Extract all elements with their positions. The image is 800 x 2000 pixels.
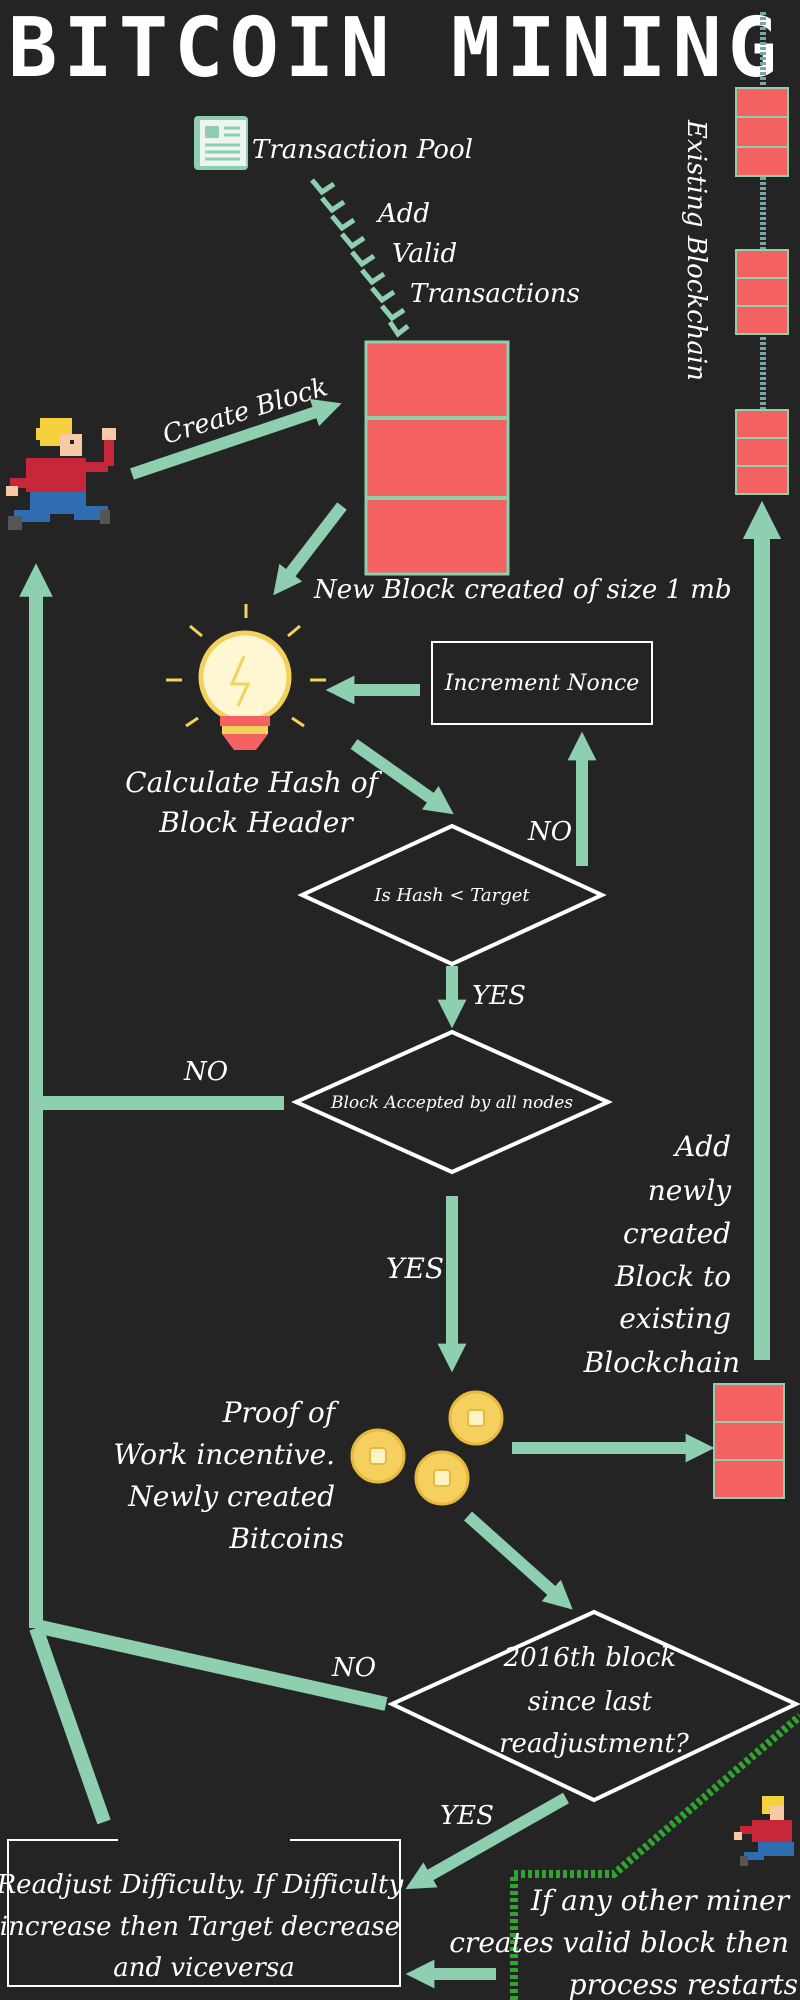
yes-label-1: YES (472, 981, 526, 1011)
coin-icon (448, 1390, 504, 1446)
yes-label-3: YES (440, 1801, 494, 1831)
newspaper-icon (194, 116, 248, 170)
new-block-label: New Block created of size 1 mb (313, 575, 732, 605)
no-label-2: NO (183, 1057, 228, 1087)
yes-label-2: YES (386, 1252, 444, 1285)
miner-small-icon (734, 1796, 794, 1866)
readjust-box (7, 1839, 401, 1987)
new-block (364, 340, 510, 576)
chain-block-1 (735, 87, 789, 177)
block-accepted-diamond (291, 1029, 613, 1175)
coin-icon (350, 1428, 406, 1484)
block-accepted-label: Block Accepted by all nodes (330, 1093, 573, 1113)
arrow-create-block (130, 398, 342, 480)
coin-icon (414, 1450, 470, 1506)
line-not-2016 (34, 1619, 388, 1711)
is-hash-target-diamond (297, 823, 607, 967)
calculate-hash-label: Calculate Hash of Block Header (125, 766, 387, 839)
add-valid-transactions-label: Add Valid Transactions (376, 199, 580, 309)
green-dashed-path (510, 1712, 800, 2000)
lightbulb-icon (166, 604, 326, 750)
other-miner-label: If any other miner creates valid block t… (449, 1884, 798, 2000)
block-2016-diamond (387, 1609, 800, 1803)
arrow-block-to-hash (273, 502, 347, 596)
existing-blockchain-label: Existing Blockchain (681, 119, 711, 381)
chain-block-2 (735, 249, 789, 335)
no-label-3: NO (331, 1653, 376, 1683)
arrow-reward-to-2016 (464, 1511, 573, 1610)
arrow-yes-to-readjust (405, 1792, 569, 1890)
appended-block (713, 1383, 785, 1499)
line-readjust-to-loop (29, 1625, 111, 1825)
chevron-stream (310, 178, 410, 338)
add-new-block-label: Add newly created Block to existing Bloc… (583, 1130, 740, 1379)
no-label-1: NO (527, 817, 572, 847)
is-hash-target-label: Is Hash < Target (373, 885, 530, 906)
transaction-pool-label: Transaction Pool (252, 135, 473, 165)
miner-character-icon (6, 418, 116, 530)
block-2016-label: 2016th block since last readjustment? (499, 1643, 690, 1759)
arrow-hash-to-compare (350, 739, 454, 815)
page-title: BITCOIN MINING (8, 1, 783, 96)
pow-incentive-label: Proof of Work incentive. Newly created B… (113, 1396, 344, 1555)
existing-blockchain: Existing Blockchain (681, 12, 789, 495)
chain-block-3 (735, 409, 789, 495)
left-loop (19, 563, 284, 1628)
readjust-label: Readjust Difficulty. If Difficulty incre… (0, 1870, 411, 1983)
increment-nonce-box (431, 641, 653, 725)
increment-nonce-label: Increment Nonce (444, 671, 640, 696)
